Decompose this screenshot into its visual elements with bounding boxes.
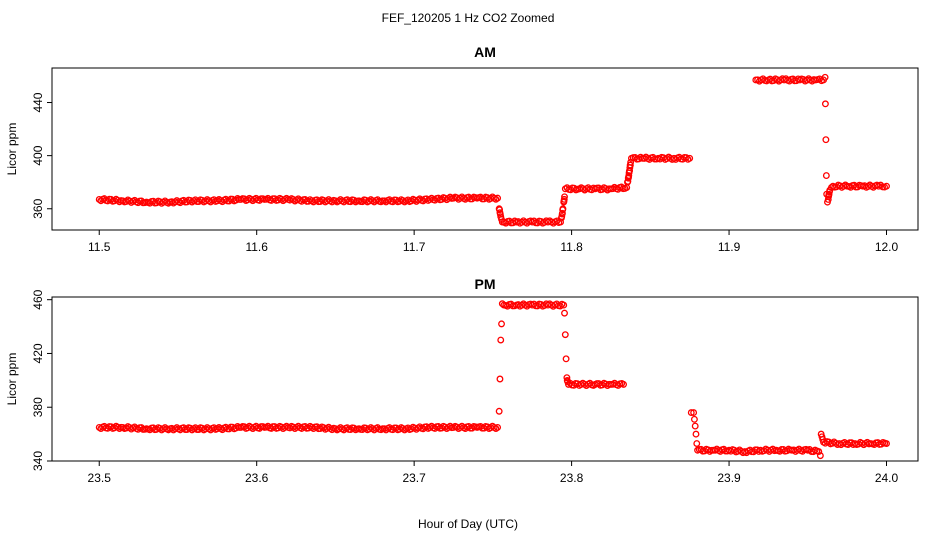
- y-tick-label-am: 440: [31, 92, 45, 112]
- plot-frame-am: [51, 67, 919, 231]
- y-tick-label-pm: 340: [31, 451, 45, 471]
- x-axis-label: Hour of Day (UTC): [418, 517, 518, 531]
- data-point-pm: [561, 331, 569, 339]
- x-tick-label-pm: 23.6: [245, 471, 269, 485]
- data-point-pm: [690, 415, 698, 423]
- data-point-pm: [495, 407, 503, 415]
- plot-frame-pm: [51, 296, 919, 462]
- y-tick-label-am: 400: [31, 145, 45, 165]
- x-tick-label-pm: 23.8: [560, 471, 584, 485]
- data-point-am: [822, 136, 830, 144]
- x-tick-label-pm: 24.0: [875, 471, 899, 485]
- x-tick-label-am: 11.6: [245, 240, 268, 254]
- data-point-am: [496, 206, 504, 214]
- data-point-am: [560, 195, 568, 203]
- data-point-am: [626, 161, 634, 169]
- data-point-am: [682, 154, 690, 162]
- x-tick-label-pm: 23.7: [402, 471, 426, 485]
- y-tick-label-am: 360: [31, 198, 45, 218]
- data-point-pm: [560, 301, 568, 309]
- x-tick-label-am: 12.0: [875, 240, 899, 254]
- data-point-am: [821, 73, 829, 81]
- chart-title: FEF_120205 1 Hz CO2 Zoomed: [382, 11, 555, 25]
- data-point-pm: [690, 409, 698, 417]
- y-tick-label-pm: 420: [31, 343, 45, 363]
- data-point-am: [558, 213, 566, 220]
- points-am: [95, 73, 890, 227]
- data-point-pm: [563, 374, 571, 382]
- panel-pm: PM Licor ppm 23.5 23.6 23.7 23.8 23.9 24.0 340…: [5, 276, 919, 485]
- data-point-pm: [815, 448, 823, 456]
- data-point-am: [822, 172, 830, 180]
- data-point-pm: [494, 423, 502, 431]
- panel-am: AM Licor ppm 11.5 11.6 11.7 11.8 11.9 12.0 360…: [5, 44, 919, 254]
- data-point-pm: [562, 355, 570, 363]
- panel-title-pm: PM: [475, 276, 496, 292]
- data-point-am: [558, 209, 566, 217]
- y-tick-label-pm: 460: [31, 289, 45, 309]
- ticks-am: 11.5 11.6 11.7 11.8 11.9 12.0 360 400 440: [31, 92, 899, 254]
- y-axis-label-pm: Licor ppm: [5, 353, 19, 406]
- data-point-pm: [693, 440, 701, 447]
- x-tick-label-am: 11.7: [403, 240, 426, 254]
- x-tick-label-am: 11.8: [560, 240, 583, 254]
- y-tick-label-pm: 380: [31, 397, 45, 417]
- data-point-am: [686, 154, 694, 162]
- data-point-pm: [497, 336, 505, 344]
- x-tick-label-pm: 23.9: [717, 471, 741, 485]
- data-point-am: [883, 182, 890, 190]
- y-axis-label-am: Licor ppm: [5, 123, 19, 176]
- data-point-pm: [556, 302, 564, 310]
- x-tick-label-pm: 23.5: [88, 471, 112, 485]
- data-point-am: [559, 205, 567, 213]
- ticks-pm: 23.5 23.6 23.7 23.8 23.9 24.0 340 380 420 460: [31, 289, 899, 485]
- data-point-pm: [692, 430, 700, 438]
- data-point-pm: [687, 409, 695, 417]
- x-tick-label-am: 11.9: [718, 240, 741, 254]
- data-point-pm: [620, 380, 628, 388]
- data-point-pm: [691, 422, 699, 430]
- data-point-pm: [883, 440, 890, 447]
- data-point-pm: [496, 375, 504, 383]
- data-point-am: [821, 100, 829, 108]
- x-tick-label-am: 11.5: [88, 240, 111, 254]
- panel-title-am: AM: [474, 44, 496, 60]
- data-point-pm: [498, 320, 505, 328]
- points-pm: [95, 300, 890, 460]
- data-point-am: [494, 194, 502, 202]
- data-point-pm: [816, 452, 824, 460]
- data-point-am: [561, 193, 568, 201]
- data-point-pm: [561, 309, 568, 317]
